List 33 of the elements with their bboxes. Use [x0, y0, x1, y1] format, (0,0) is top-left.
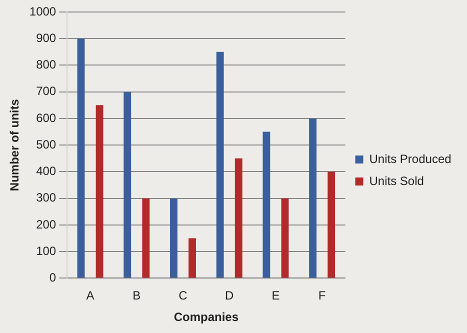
y-tick-label: 800	[36, 58, 56, 72]
y-tick-label: 400	[36, 164, 56, 178]
legend-label: Units Sold	[369, 174, 424, 188]
bar	[216, 52, 224, 278]
bar	[281, 198, 289, 278]
y-tick-label: 600	[36, 110, 56, 125]
bar	[142, 198, 150, 278]
bar	[328, 172, 336, 278]
bar	[96, 105, 104, 278]
y-axis-title: Number of units	[8, 98, 22, 192]
y-tick-label: 1000	[29, 4, 56, 18]
y-tick-label: 200	[36, 217, 56, 232]
bar	[188, 238, 196, 278]
bar	[309, 118, 317, 278]
y-tick-label: 300	[36, 190, 56, 205]
legend-label: Units Produced	[369, 152, 452, 166]
bar	[262, 132, 270, 278]
x-tick-label: C	[178, 288, 188, 303]
y-tick-label: 0	[49, 270, 56, 285]
bar	[170, 198, 178, 278]
bar	[124, 92, 132, 278]
y-tick-label: 700	[36, 84, 56, 98]
x-tick-label: D	[225, 288, 234, 303]
bar	[234, 158, 242, 278]
x-tick-label: B	[132, 288, 141, 303]
x-tick-label: E	[272, 288, 280, 303]
y-tick-label: 500	[36, 137, 56, 152]
y-tick-label: 100	[36, 244, 56, 258]
bar	[77, 38, 85, 278]
y-tick-label: 900	[36, 30, 56, 45]
x-tick-label: A	[86, 288, 94, 303]
x-tick-label: F	[318, 288, 326, 303]
x-axis-title: Companies	[174, 310, 239, 324]
